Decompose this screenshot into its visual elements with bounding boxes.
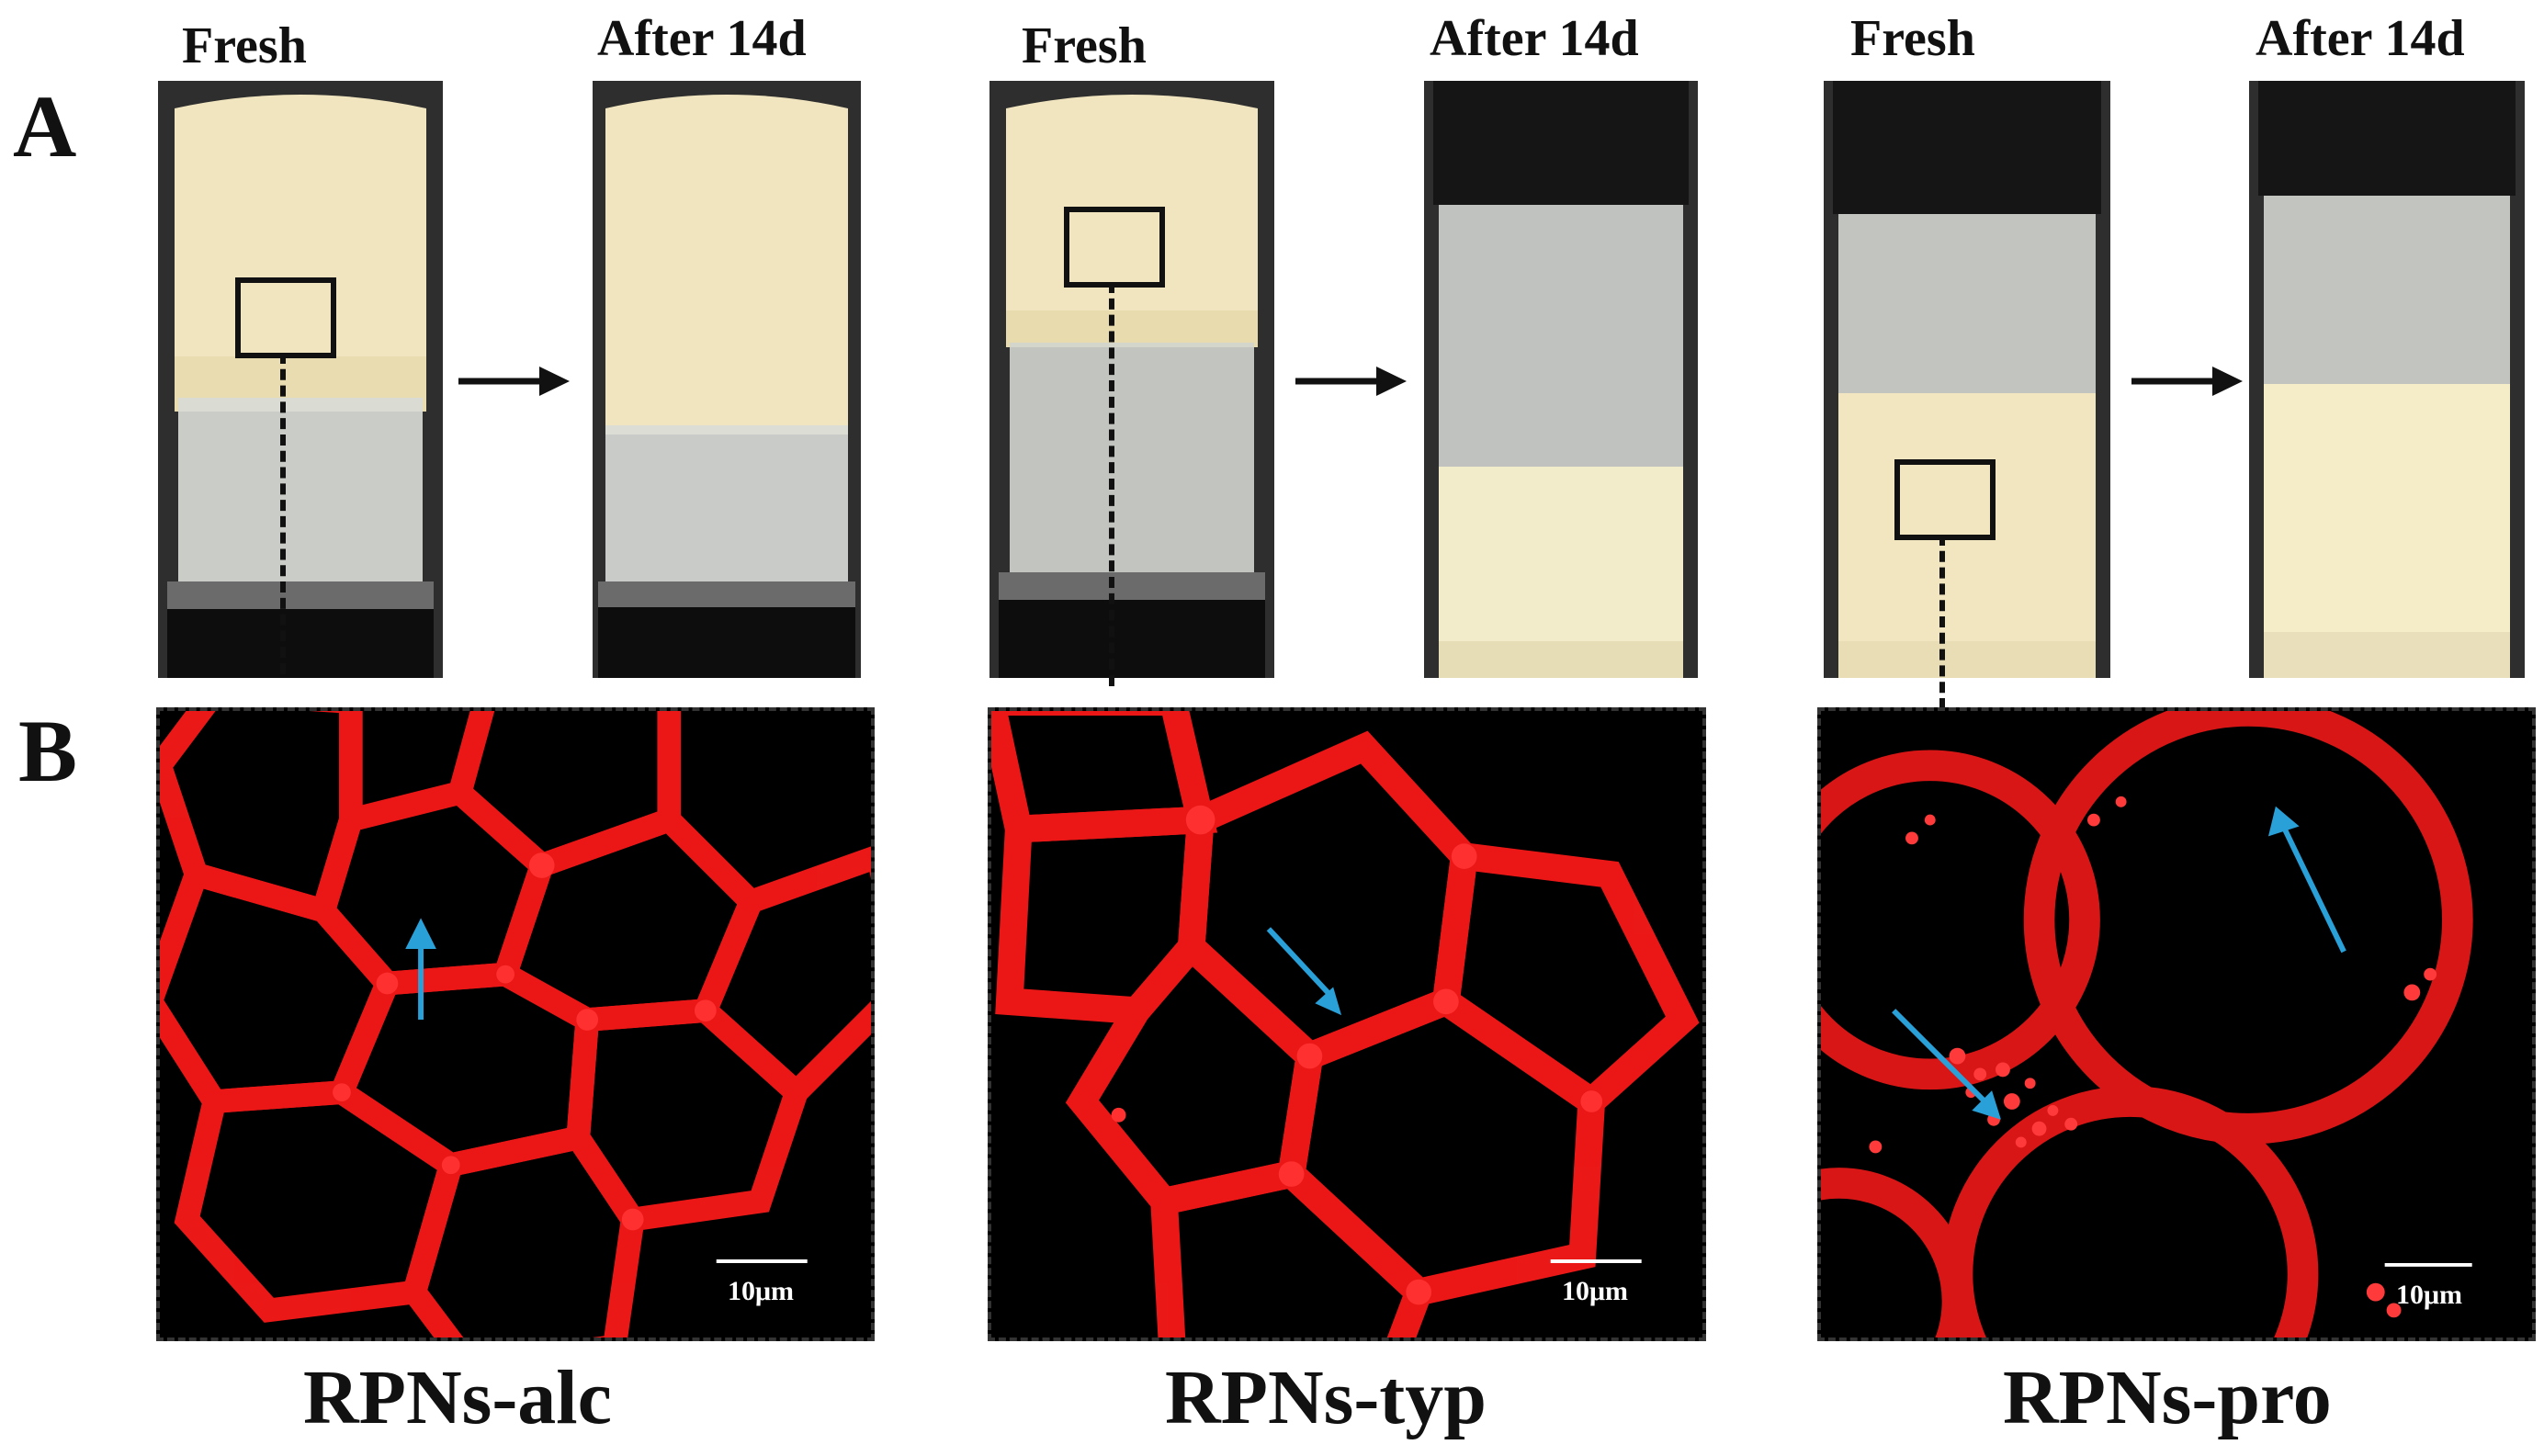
micrograph-typ: 10μm bbox=[988, 707, 1706, 1341]
scale-bar-label-alc: 10μm bbox=[728, 1276, 794, 1306]
fresh-title-alc: Fresh bbox=[182, 17, 307, 74]
panel-a-label: A bbox=[13, 77, 77, 175]
fresh-vial-photo-pro bbox=[1824, 81, 2110, 678]
arrow-right-icon-alc bbox=[458, 367, 570, 396]
scale-bar-label-typ: 10μm bbox=[1562, 1276, 1628, 1306]
sample-label-pro: RPNs-pro bbox=[2003, 1355, 2332, 1440]
arrow-right-icon-pro bbox=[2131, 367, 2243, 396]
after-vial-photo-pro bbox=[2249, 81, 2525, 678]
after-title-pro: After 14d bbox=[2256, 10, 2465, 67]
leader-line-pro bbox=[1939, 535, 1945, 709]
after-title-typ: After 14d bbox=[1430, 10, 1639, 67]
fresh-title-typ: Fresh bbox=[1022, 17, 1147, 74]
zoom-box-alc bbox=[235, 277, 336, 358]
fresh-vial-photo-alc bbox=[158, 81, 443, 678]
micrograph-alc: 10μm bbox=[156, 707, 875, 1341]
zoom-box-typ bbox=[1064, 207, 1165, 288]
leader-line-typ bbox=[1109, 282, 1114, 686]
arrow-right-icon-typ bbox=[1295, 367, 1407, 396]
after-title-alc: After 14d bbox=[597, 10, 807, 67]
scale-bar-label-pro: 10μm bbox=[2396, 1280, 2462, 1310]
sample-label-typ: RPNs-typ bbox=[1165, 1355, 1487, 1440]
leader-line-alc bbox=[280, 353, 286, 674]
micrograph-pro: 10μm bbox=[1817, 707, 2536, 1341]
zoom-box-pro bbox=[1894, 459, 1996, 540]
after-vial-photo-alc bbox=[593, 81, 861, 678]
sample-label-alc: RPNs-alc bbox=[303, 1355, 612, 1440]
fresh-title-pro: Fresh bbox=[1850, 10, 1975, 67]
after-vial-photo-typ bbox=[1424, 81, 1698, 678]
panel-b-label: B bbox=[18, 702, 78, 800]
fresh-vial-photo-typ bbox=[989, 81, 1274, 678]
